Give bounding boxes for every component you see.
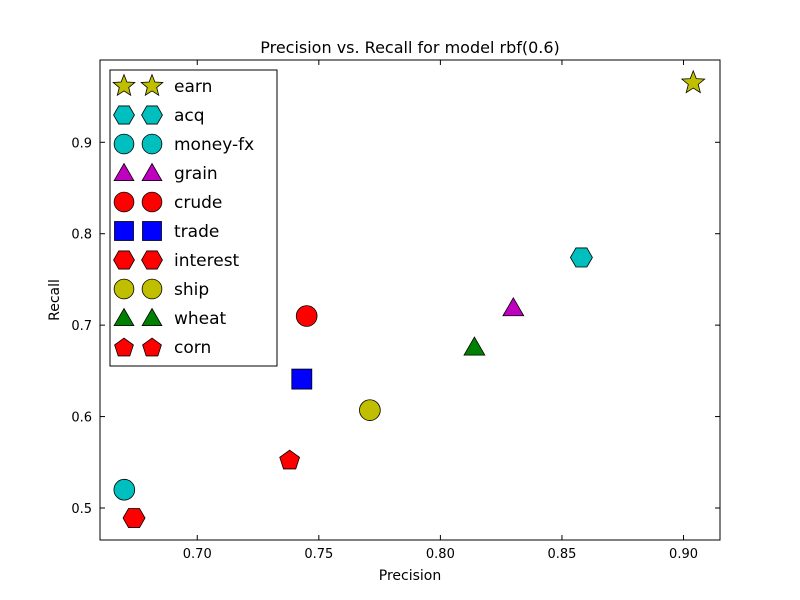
legend-label: acq <box>174 106 205 126</box>
data-point-grain <box>502 296 525 317</box>
legend-label: trade <box>174 222 219 242</box>
data-point-ship <box>359 399 381 421</box>
legend-marker-corn <box>142 337 162 357</box>
x-axis: 0.70 0.75 0.80 0.85 0.90 <box>183 60 698 562</box>
legend-marker-wheat <box>113 307 135 327</box>
legend-marker-trade <box>142 221 162 241</box>
y-axis-label: Recall <box>47 279 63 321</box>
data-point-interest <box>122 508 146 528</box>
y-tick-label: 0.8 <box>71 228 92 243</box>
legend-label: corn <box>174 338 211 358</box>
y-axis: 0.5 0.6 0.7 0.8 0.9 <box>71 136 720 517</box>
x-tick-label: 0.70 <box>183 547 212 562</box>
data-point-corn <box>279 449 301 470</box>
x-axis-label: Precision <box>379 568 441 584</box>
chart-title: Precision vs. Recall for model rbf(0.6) <box>260 38 560 57</box>
data-point-wheat <box>463 336 486 356</box>
legend-label: earn <box>174 77 212 97</box>
legend-marker-ship <box>113 278 135 300</box>
y-tick-label: 0.5 <box>71 502 92 517</box>
legend-marker-corn <box>114 337 134 357</box>
legend-marker-grain <box>141 162 163 182</box>
legend-label: crude <box>174 193 222 213</box>
legend-marker-crude <box>113 191 135 213</box>
legend-label: money-fx <box>174 135 254 155</box>
legend-marker-money-fx <box>141 133 163 155</box>
y-tick-label: 0.9 <box>71 136 92 151</box>
legend-marker-grain <box>113 162 135 182</box>
x-tick-label: 0.90 <box>669 547 698 562</box>
legend-label: wheat <box>174 309 227 329</box>
data-points <box>113 69 706 528</box>
legend-label: interest <box>174 251 240 271</box>
legend-marker-interest <box>141 250 163 270</box>
x-tick-label: 0.75 <box>304 547 333 562</box>
legend-marker-money-fx <box>113 133 135 155</box>
legend-marker-acq <box>141 105 163 125</box>
data-point-acq <box>569 247 593 268</box>
legend-marker-interest <box>113 250 135 270</box>
legend-marker-wheat <box>141 307 163 327</box>
legend: earn acq money-fx grain crude trade interest sh… <box>109 69 278 367</box>
x-tick-label: 0.85 <box>547 547 576 562</box>
legend-label: grain <box>174 164 218 184</box>
y-tick-label: 0.7 <box>71 319 92 334</box>
data-point-trade <box>291 368 313 390</box>
data-point-earn <box>680 69 706 94</box>
x-tick-label: 0.80 <box>426 547 455 562</box>
data-point-money-fx <box>113 478 136 501</box>
plot-area <box>99 59 721 541</box>
legend-marker-ship <box>141 278 163 300</box>
legend-box <box>109 69 278 367</box>
legend-marker-trade <box>114 221 134 241</box>
y-tick-label: 0.6 <box>71 411 92 426</box>
legend-marker-earn <box>112 73 136 97</box>
legend-label: ship <box>174 280 209 300</box>
legend-marker-earn <box>140 73 164 97</box>
legend-marker-crude <box>141 191 163 213</box>
data-point-crude <box>295 305 318 327</box>
legend-marker-acq <box>113 105 135 125</box>
